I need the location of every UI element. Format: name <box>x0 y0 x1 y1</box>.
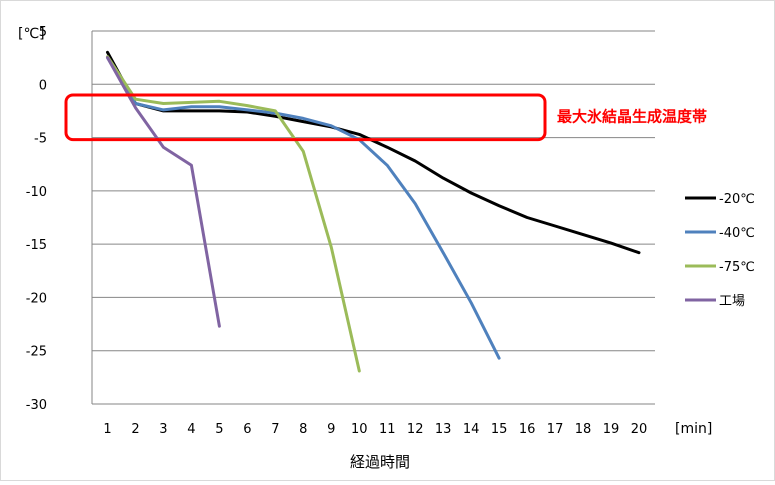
x-tick-label: 20 <box>631 422 648 437</box>
x-tick-label: 6 <box>243 422 251 437</box>
x-axis-unit: [min] <box>675 421 712 437</box>
x-tick-label: 12 <box>407 422 424 437</box>
x-tick-label: 18 <box>575 422 592 437</box>
x-tick-label: 14 <box>463 422 480 437</box>
legend-label: -20℃ <box>719 192 755 207</box>
x-tick-label: 5 <box>215 422 223 437</box>
y-tick-label: -15 <box>26 238 47 253</box>
y-tick-label: -20 <box>26 291 47 306</box>
band-annotation-label: 最大氷結晶生成温度帯 <box>557 107 707 125</box>
x-tick-label: 19 <box>603 422 620 437</box>
series-line <box>106 55 361 373</box>
x-tick-label: 16 <box>519 422 536 437</box>
y-tick-label: 0 <box>39 78 47 93</box>
legend-label: -40℃ <box>719 226 755 241</box>
x-tick-label: 15 <box>491 422 508 437</box>
x-tick-label: 9 <box>327 422 335 437</box>
x-tick-label: 4 <box>187 422 195 437</box>
x-tick-label: 3 <box>159 422 167 437</box>
x-tick-label: 7 <box>271 422 279 437</box>
x-tick-label: 10 <box>351 422 368 437</box>
y-tick-label: -30 <box>26 398 47 413</box>
y-tick-label: 5 <box>39 25 47 40</box>
x-tick-label: 17 <box>547 422 564 437</box>
x-tick-label: 11 <box>379 422 396 437</box>
y-tick-label: -25 <box>26 345 47 360</box>
y-tick-labels: 5 0 -5 -10 -15 -20 -25 -30 <box>26 25 47 413</box>
gridlines <box>91 30 655 405</box>
y-axis-unit: [℃] <box>18 26 45 42</box>
legend-label: 工場 <box>719 294 745 309</box>
y-tick-label: -5 <box>34 132 47 147</box>
series-line <box>106 56 501 360</box>
x-axis-label: 経過時間 <box>350 453 410 471</box>
legend-label: -75℃ <box>719 260 755 275</box>
x-tick-label: 2 <box>131 422 139 437</box>
series-line <box>106 56 221 328</box>
x-tick-label: 8 <box>299 422 307 437</box>
max-ice-crystal-band <box>64 93 547 142</box>
x-tick-label: 1 <box>103 422 111 437</box>
legend: -20℃ -40℃ -75℃ 工場 <box>685 192 755 309</box>
x-tick-label: 13 <box>435 422 452 437</box>
y-tick-label: -10 <box>26 185 47 200</box>
x-tick-labels: 1 2 3 4 5 6 7 8 9 10 11 12 13 14 15 16 17 18 19 20 <box>103 422 647 437</box>
